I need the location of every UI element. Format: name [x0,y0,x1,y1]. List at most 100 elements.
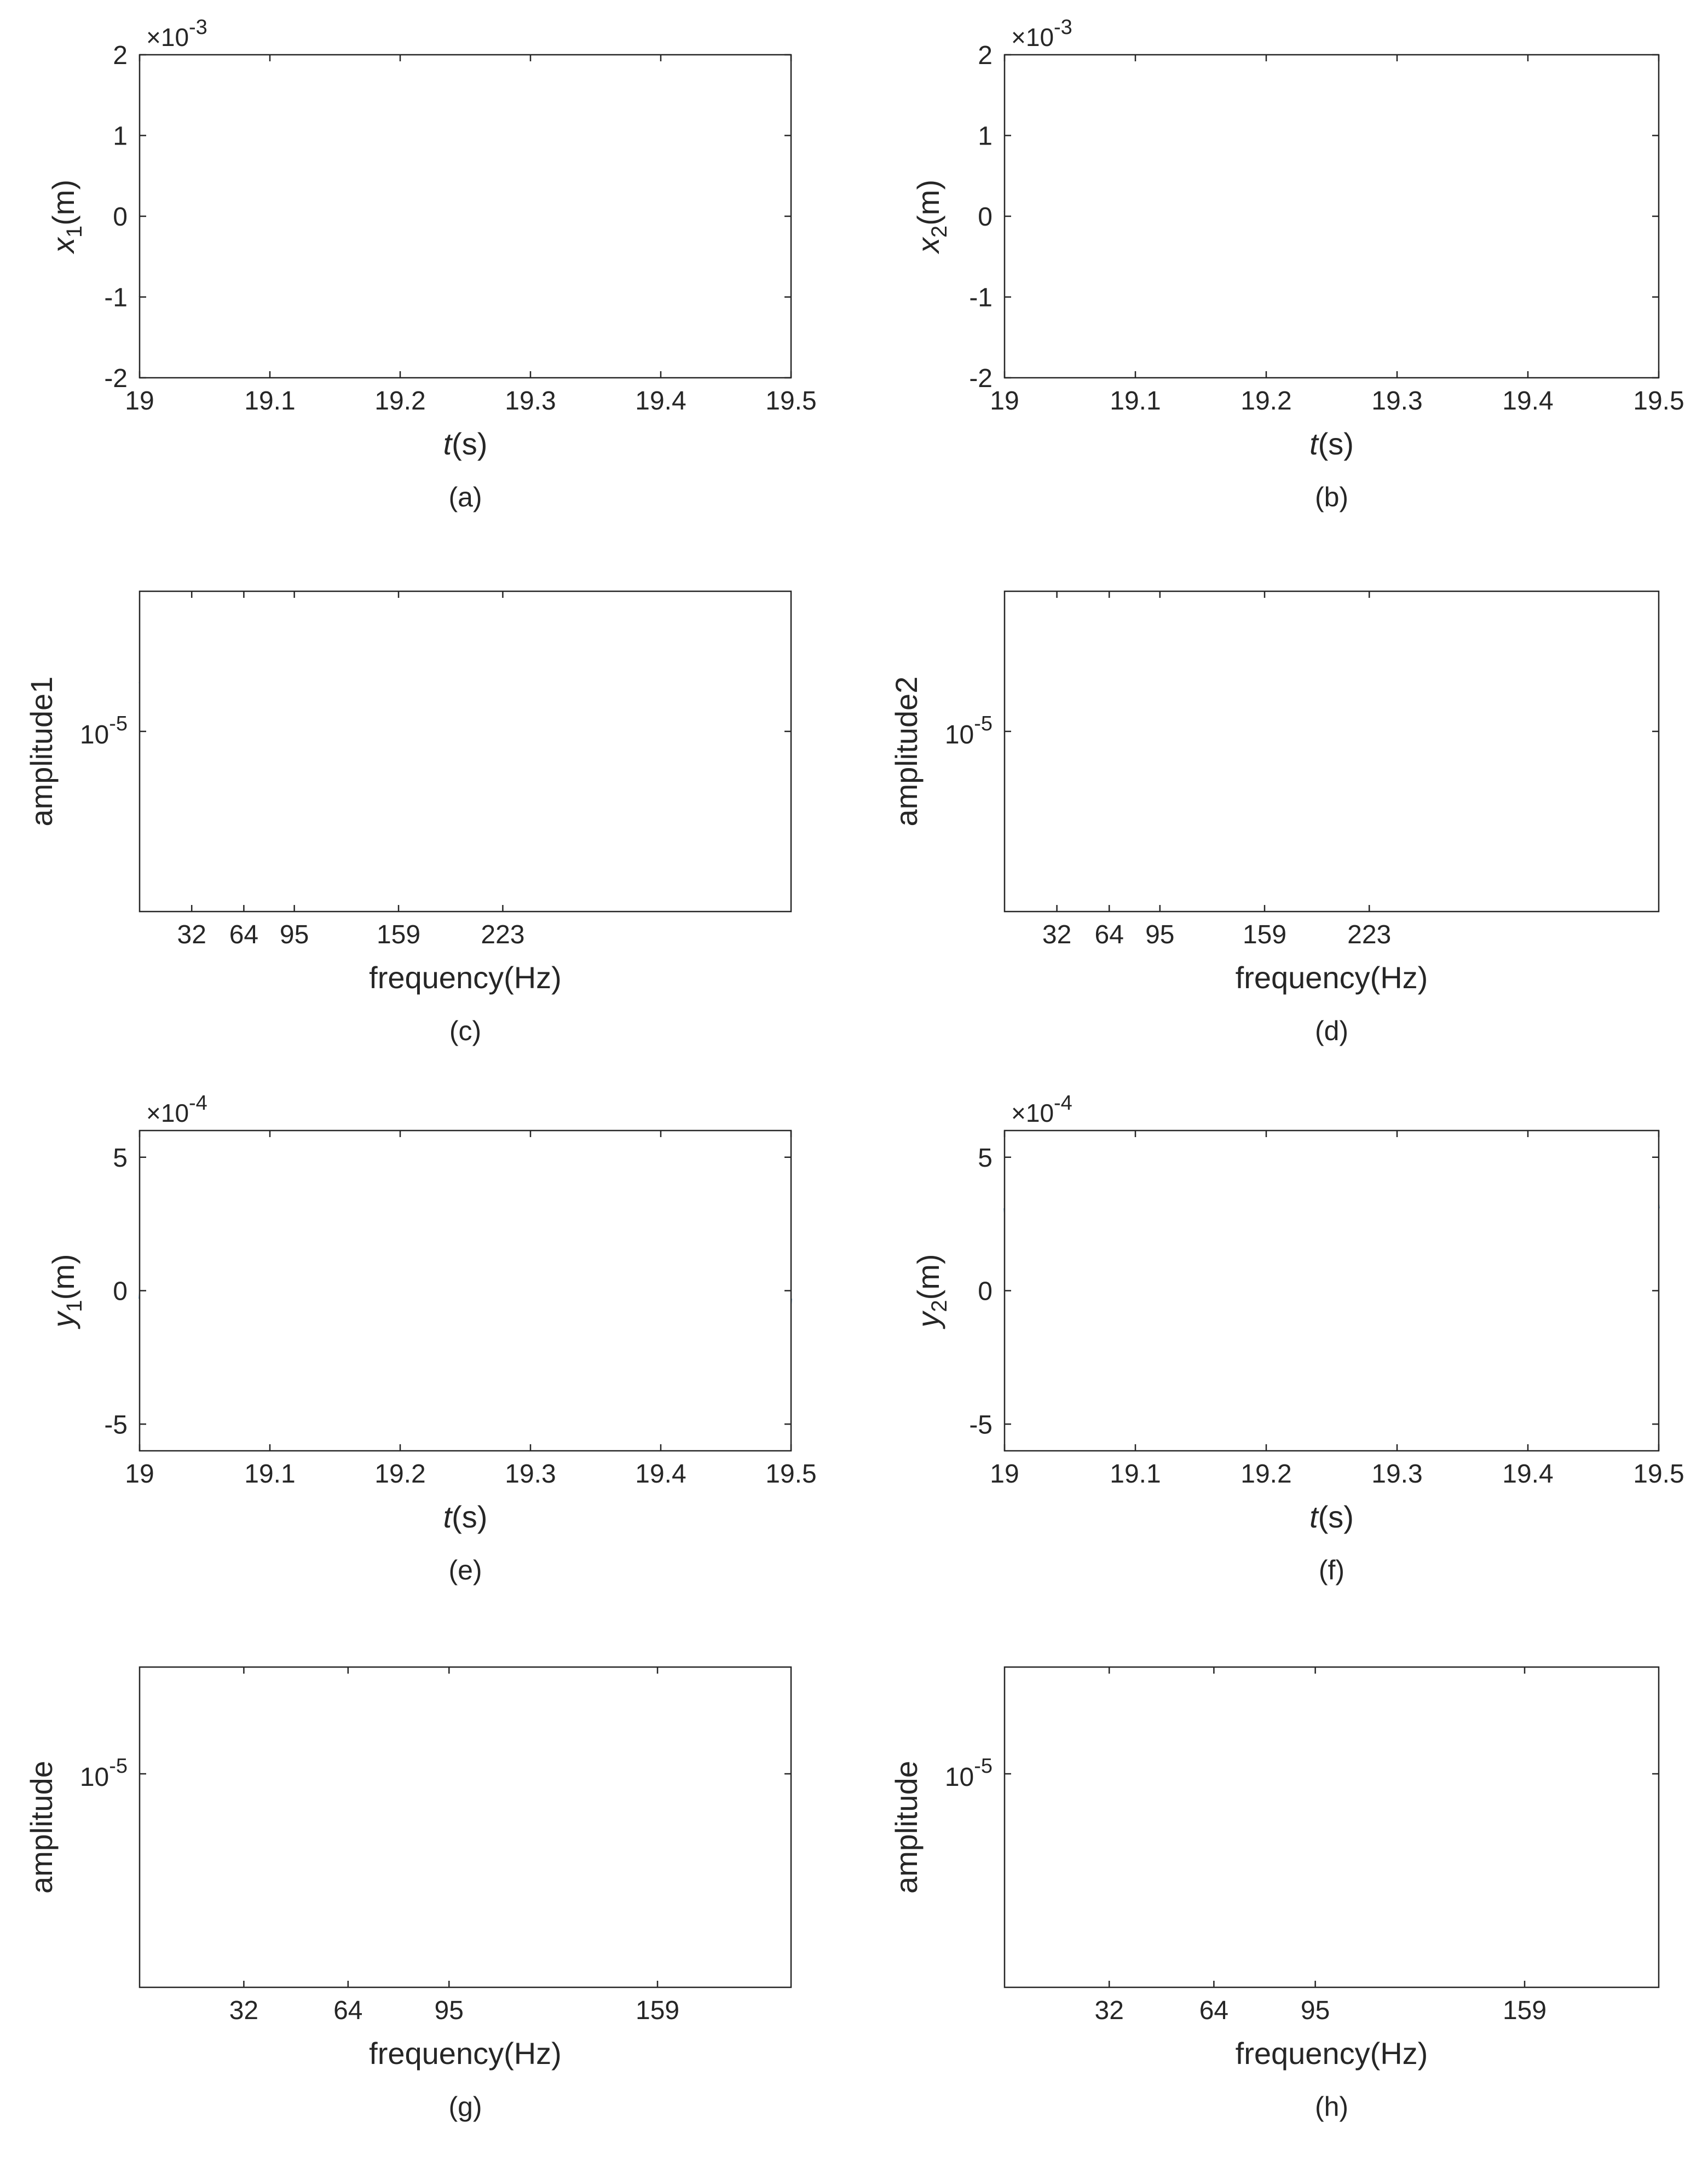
y-axis-label-unit-f: (m) [911,1254,945,1300]
y-tick-label-e-0: -5 [104,1410,128,1439]
x-axis-label-var-f: t [1309,1500,1319,1534]
y-axis-label-h: amplitude [889,1761,924,1894]
y-tick-label-power-c: -5 [109,712,128,735]
panel-g: 32 64 95 159 10-5 frequency(Hz) amplitude (g) [24,1666,792,2122]
x-axis-label-unit-f: (s) [1318,1500,1354,1534]
x-axis-label-unit-e: (s) [452,1500,487,1534]
x-axis-label-c: frequency(Hz) [369,960,562,995]
x-tick-label-g-3: 159 [636,1996,679,2025]
exponent-base-f: ×10 [1011,1099,1054,1127]
x-tick-label-e-0: 19 [125,1460,154,1489]
y-axis-label-unit-e: (m) [46,1254,80,1300]
x-tick-label-h-2: 95 [1301,1996,1330,2025]
axes-frame-g [139,1666,792,1988]
y-tick-label-e-2: 5 [113,1144,128,1173]
x-tick-label-g-2: 95 [435,1996,464,2025]
x-tick-label-b-1: 19.1 [1110,387,1161,416]
y-axis-label-g: amplitude [24,1761,59,1894]
x-tick-label-f-1: 19.1 [1110,1460,1161,1489]
axes-frame-b [1003,54,1660,379]
axes-frame-a [139,54,792,379]
y-tick-label-base-c: 10 [80,720,109,749]
y-tick-label-d-0: 10-5 [945,712,993,749]
y-tick-label-h-0: 10-5 [945,1755,993,1792]
y-axis-label-sub-b: 2 [927,226,951,238]
y-tick-label-a-1: -1 [104,284,128,313]
x-tick-label-h-3: 159 [1503,1996,1547,2025]
x-tick-label-c-0: 32 [177,920,206,949]
x-axis-label-f: t(s) [1309,1500,1354,1534]
panel-e: 19 19.1 19.2 19.3 19.4 19.5 -5 0 5 ×10-4 t(s) y1(m)… [46,1092,817,1585]
y-axis-label-sub-a: 1 [62,226,86,238]
x-tick-label-f-3: 19.3 [1371,1460,1422,1489]
y-tick-label-a-4: 2 [113,41,128,70]
y-tick-label-b-4: 2 [978,41,993,70]
x-tick-label-f-5: 19.5 [1633,1460,1684,1489]
x-axis-label-var-e: t [443,1500,453,1534]
x-axis-label-text-d: frequency(Hz) [1236,960,1428,995]
exponent-base-e: ×10 [146,1099,189,1127]
x-tick-label-h-0: 32 [1095,1996,1124,2025]
x-tick-label-d-1: 64 [1095,920,1124,949]
x-tick-label-e-4: 19.4 [635,1460,686,1489]
x-tick-label-b-3: 19.3 [1371,387,1422,416]
y-axis-label-f: y2(m) [911,1254,951,1329]
caption-f: (f) [1319,1555,1345,1585]
y-tick-label-a-3: 1 [113,122,128,151]
y-tick-label-f-2: 5 [978,1144,993,1173]
x-tick-label-g-1: 64 [333,1996,362,2025]
y-axis-label-unit-b: (m) [911,180,945,226]
panel-d: 32 64 95 159 223 10-5 frequency(Hz) amplitude2 (… [889,590,1660,1046]
y-axis-label-text-c: amplitude1 [24,677,59,827]
caption-c: (c) [449,1016,481,1046]
caption-a: (a) [448,482,482,512]
x-tick-label-a-2: 19.2 [374,387,425,416]
y-axis-label-var-a: x [46,237,80,255]
x-tick-label-b-5: 19.5 [1633,387,1684,416]
x-tick-label-c-2: 95 [280,920,309,949]
x-axis-label-d: frequency(Hz) [1236,960,1428,995]
y-tick-label-base-h: 10 [945,1763,974,1792]
x-axis-label-a: t(s) [443,426,488,461]
axes-frame-c [139,590,792,913]
x-tick-label-f-4: 19.4 [1502,1460,1553,1489]
x-tick-label-c-4: 223 [481,920,524,949]
x-tick-label-b-2: 19.2 [1240,387,1291,416]
y-tick-label-a-0: -2 [104,364,128,393]
exponent-power-f: -4 [1054,1092,1072,1115]
exponent-base-b: ×10 [1011,23,1054,51]
y-axis-label-d: amplitude2 [889,677,924,827]
exponent-power-e: -4 [189,1092,207,1115]
y-tick-label-power-h: -5 [974,1755,993,1778]
panel-h: 32 64 95 159 10-5 frequency(Hz) amplitude (h) [889,1666,1660,2122]
axes-frame-h [1003,1666,1660,1988]
caption-g: (g) [448,2091,482,2122]
axes-frame-e [139,1129,792,1452]
exponent-power-a: -3 [189,16,207,39]
y-tick-label-a-2: 0 [113,203,128,232]
caption-d: (d) [1315,1016,1348,1046]
x-tick-label-a-4: 19.4 [635,387,686,416]
exponent-base-a: ×10 [146,23,189,51]
caption-e: (e) [448,1555,482,1585]
x-tick-label-g-0: 32 [229,1996,258,2025]
x-axis-label-text-g: frequency(Hz) [369,2036,562,2071]
y-axis-label-a: x1(m) [46,180,86,255]
x-axis-label-var-a: t [443,426,453,461]
x-tick-label-a-0: 19 [125,387,154,416]
x-tick-label-d-4: 223 [1347,920,1391,949]
x-axis-label-var-b: t [1309,426,1319,461]
x-axis-label-unit-a: (s) [452,426,487,461]
x-tick-label-e-5: 19.5 [765,1460,816,1489]
y-axis-label-e: y1(m) [46,1254,86,1329]
y-axis-label-sub-f: 2 [927,1300,951,1312]
y-axis-label-text-h: amplitude [889,1761,924,1894]
x-tick-label-d-3: 159 [1243,920,1286,949]
axes-frame-d [1003,590,1660,913]
y-tick-label-b-1: -1 [969,284,993,313]
y-tick-label-power-d: -5 [974,712,993,735]
y-tick-label-b-3: 1 [978,122,993,151]
y-axis-label-unit-a: (m) [46,180,80,226]
caption-h: (h) [1315,2091,1348,2122]
